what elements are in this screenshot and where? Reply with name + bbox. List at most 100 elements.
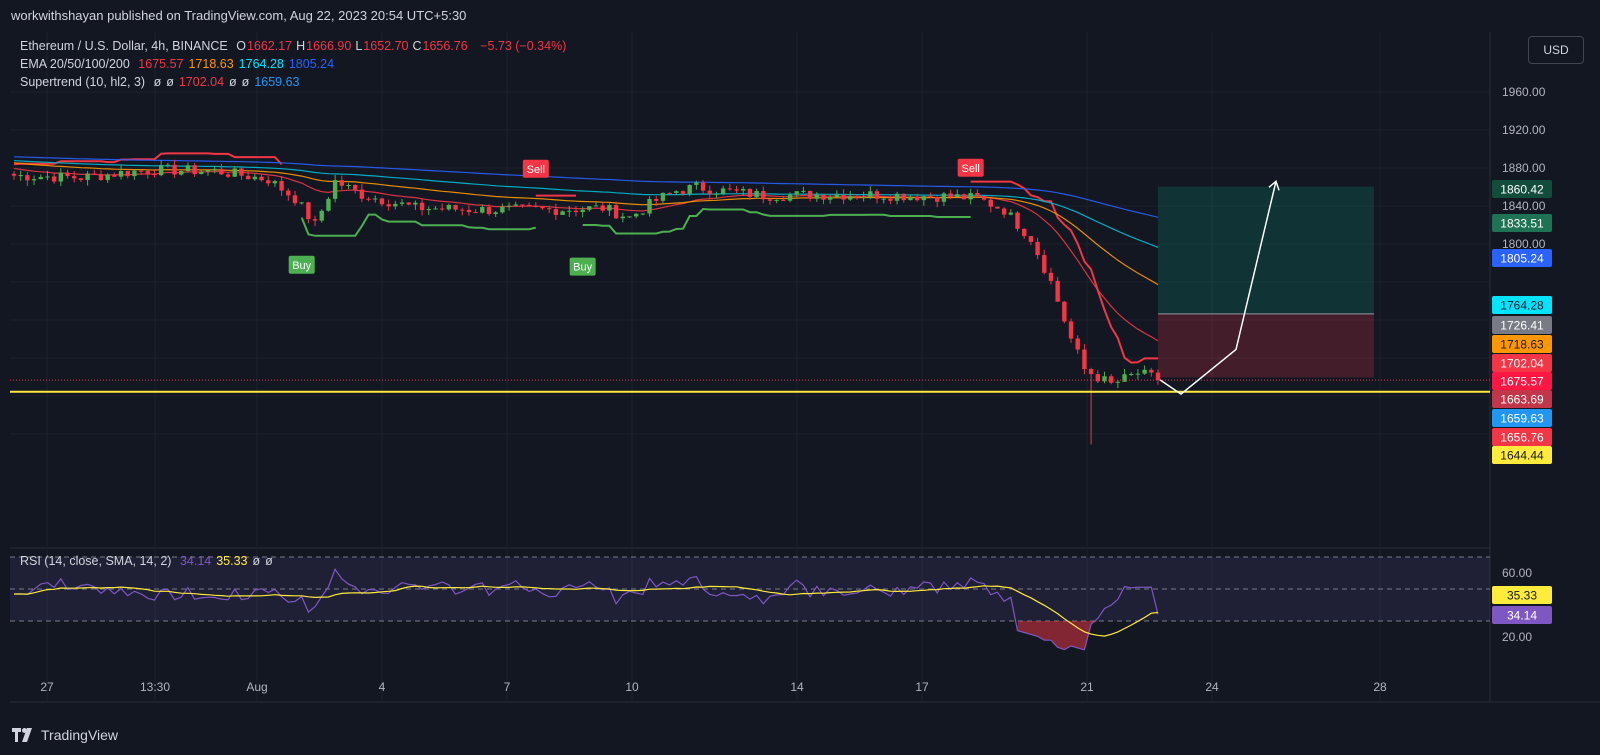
candle bbox=[58, 168, 64, 187]
candle-body bbox=[332, 180, 338, 199]
candle bbox=[720, 185, 726, 196]
supertrend-up-line bbox=[582, 207, 971, 235]
rsi-label-text: 35.33 bbox=[1507, 589, 1537, 603]
candle bbox=[45, 170, 50, 181]
price-label: 1764.28 bbox=[1492, 296, 1552, 314]
candle-body bbox=[620, 216, 625, 219]
candle bbox=[707, 185, 712, 199]
candle bbox=[480, 204, 485, 214]
supertrend-legend[interactable]: Supertrend (10, hl2, 3) ø ø 1702.04 ø ø 1659.… bbox=[20, 75, 310, 89]
time-tick-label: 13:30 bbox=[140, 680, 170, 694]
candle bbox=[245, 170, 251, 180]
candle bbox=[553, 203, 559, 220]
rsi-sma-line bbox=[14, 585, 1159, 637]
candle-body bbox=[473, 212, 478, 214]
candle bbox=[1142, 365, 1147, 375]
candle bbox=[607, 203, 612, 216]
candle bbox=[1129, 372, 1134, 377]
candle-body bbox=[814, 194, 820, 199]
price-label: 1675.57 bbox=[1492, 372, 1552, 390]
candle bbox=[774, 199, 779, 204]
candle-body bbox=[968, 193, 973, 200]
candle bbox=[613, 201, 619, 220]
candle-body bbox=[373, 198, 378, 200]
candle bbox=[25, 171, 30, 187]
symbol-title[interactable]: Ethereum / U.S. Dollar, 4h, BINANCE bbox=[20, 39, 228, 53]
candle bbox=[105, 173, 110, 184]
candle bbox=[1149, 367, 1154, 377]
candle bbox=[1088, 367, 1094, 445]
candle-body bbox=[439, 208, 445, 210]
signal-badge bbox=[522, 159, 549, 178]
candle-body bbox=[754, 190, 759, 198]
candle-body bbox=[654, 198, 659, 201]
candle-body bbox=[319, 210, 324, 221]
candle bbox=[232, 166, 237, 177]
price-label-text: 1663.69 bbox=[1500, 393, 1544, 407]
target-zone bbox=[1158, 186, 1374, 314]
candle bbox=[935, 195, 940, 208]
rsi-legend[interactable]: RSI (14, close, SMA, 14, 2) 34.14 35.33 ø ø bbox=[20, 554, 283, 568]
price-label-text: 1833.51 bbox=[1500, 217, 1544, 231]
candle-body bbox=[1001, 208, 1007, 215]
projection-path bbox=[1159, 181, 1277, 396]
candle-body bbox=[1082, 349, 1087, 370]
candle bbox=[239, 167, 244, 180]
candle bbox=[439, 203, 445, 212]
candle-body bbox=[767, 199, 773, 201]
price-tick-label: 1840.00 bbox=[1502, 199, 1546, 213]
candle-body bbox=[881, 198, 886, 200]
candle bbox=[540, 206, 545, 210]
supertrend-value: ø bbox=[166, 75, 174, 89]
candle bbox=[466, 205, 472, 216]
candle-body bbox=[627, 216, 632, 218]
candle bbox=[680, 190, 686, 196]
currency-button[interactable]: USD bbox=[1528, 36, 1584, 64]
candle bbox=[955, 189, 960, 198]
candle-body bbox=[185, 165, 191, 172]
candle-body bbox=[600, 205, 605, 211]
candle bbox=[781, 195, 786, 202]
candle-body bbox=[413, 202, 418, 205]
footer-brand: TradingView bbox=[41, 727, 119, 743]
candle-body bbox=[85, 173, 90, 180]
price-label: 1644.44 bbox=[1492, 446, 1552, 464]
ohlc-values: O1662.17 H1666.90 L1652.70 C1656.76 bbox=[236, 39, 472, 53]
candle-body bbox=[975, 193, 980, 196]
candle-body bbox=[1102, 376, 1107, 382]
candle-body bbox=[1008, 212, 1014, 215]
supertrend-down-line bbox=[13, 152, 283, 166]
candle-body bbox=[406, 202, 411, 205]
candle bbox=[252, 173, 258, 181]
candle-body bbox=[78, 178, 84, 180]
chart-canvas[interactable]: 1960.001920.001880.001840.001800.001640.… bbox=[0, 32, 1600, 723]
price-label: 1702.04 bbox=[1492, 354, 1552, 372]
candle bbox=[506, 202, 512, 211]
candle bbox=[1062, 300, 1067, 324]
candle bbox=[868, 186, 873, 200]
candle-body bbox=[734, 189, 739, 191]
candle bbox=[493, 211, 498, 217]
price-tick-label: 1880.00 bbox=[1502, 161, 1546, 175]
price-label-text: 1656.76 bbox=[1500, 431, 1544, 445]
candle bbox=[413, 200, 418, 210]
ema-50-line bbox=[13, 162, 1159, 286]
candle bbox=[787, 192, 793, 203]
candle bbox=[225, 172, 231, 179]
candle bbox=[988, 197, 993, 213]
candle bbox=[894, 191, 900, 205]
candle-body bbox=[125, 170, 130, 177]
price-label-bg bbox=[1492, 316, 1552, 334]
candle-body bbox=[18, 175, 23, 177]
candle-body bbox=[1055, 280, 1060, 302]
candle-body bbox=[720, 188, 726, 194]
candle-body bbox=[533, 205, 539, 207]
ema-legend[interactable]: EMA 20/50/100/200 1675.57 1718.63 1764.28 1… bbox=[20, 57, 344, 71]
candle-body bbox=[1048, 272, 1054, 281]
candle bbox=[279, 175, 284, 196]
candle bbox=[627, 216, 632, 219]
candle-body bbox=[1075, 338, 1080, 350]
candle bbox=[620, 212, 625, 223]
candle bbox=[205, 169, 211, 176]
candle bbox=[921, 196, 927, 206]
